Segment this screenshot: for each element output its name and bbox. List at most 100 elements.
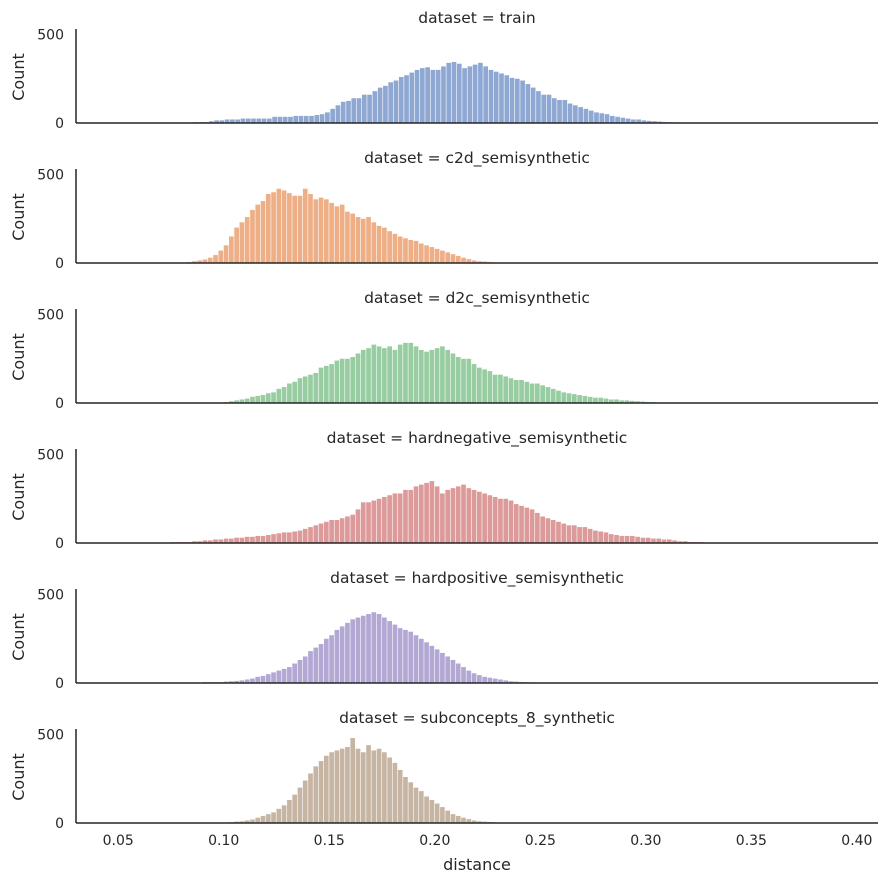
histogram-bar — [551, 98, 557, 123]
histogram-bar — [260, 395, 266, 403]
histogram-bar — [329, 752, 334, 823]
histogram-bar — [207, 257, 213, 263]
histogram-bar — [302, 188, 308, 263]
histogram-bar — [471, 820, 477, 823]
y-tick-label: 0 — [55, 396, 64, 412]
histogram-bar — [213, 255, 218, 263]
histogram-bar — [541, 94, 547, 123]
histogram-bar — [334, 360, 340, 403]
histogram-bar — [418, 791, 424, 823]
histogram-bar — [287, 532, 292, 543]
histogram-bar — [598, 397, 604, 403]
y-axis-label: Count — [9, 333, 28, 381]
histogram-bar — [614, 535, 619, 543]
histogram-bar — [635, 536, 640, 543]
histogram-bar — [557, 100, 562, 123]
histogram-bar — [297, 378, 303, 403]
histogram-bar — [540, 385, 545, 403]
histogram-bar — [424, 796, 429, 823]
histogram-bar — [513, 504, 519, 543]
histogram-bar — [414, 69, 420, 123]
y-tick-label: 500 — [37, 588, 64, 604]
histogram-bar — [672, 540, 677, 543]
histogram-bar — [471, 364, 477, 403]
histogram-bar — [239, 680, 245, 683]
histogram-bar — [345, 622, 350, 683]
histogram-bar — [292, 663, 298, 683]
histogram-bar — [425, 67, 430, 123]
histogram-bar — [382, 497, 387, 543]
histogram-bar — [350, 357, 356, 403]
x-tick-label: 0.05 — [103, 833, 134, 849]
histogram-bar — [503, 498, 509, 543]
histogram-bar — [492, 497, 498, 543]
histogram-bar — [434, 486, 440, 543]
histogram-bar — [229, 538, 234, 543]
histogram-bar — [250, 209, 255, 263]
histogram-bar — [276, 808, 282, 823]
histogram-bar — [276, 388, 282, 403]
histogram-bar — [645, 537, 651, 543]
histogram-bar — [608, 534, 614, 543]
histogram-bar — [334, 629, 340, 683]
histogram-bar — [661, 539, 667, 543]
histogram-bar — [529, 383, 535, 403]
histogram-bar — [244, 217, 250, 263]
histogram-bar — [309, 115, 314, 123]
histogram-bar — [367, 94, 372, 123]
histogram-bar — [682, 541, 688, 543]
histogram-bar — [651, 538, 656, 543]
histogram-bar — [376, 748, 382, 823]
histogram-bar — [462, 68, 467, 123]
y-axis-label: Count — [9, 753, 28, 801]
histogram-bar — [666, 539, 672, 543]
histogram-bar — [382, 617, 387, 683]
histogram-bar — [235, 119, 241, 123]
histogram-bar — [440, 346, 445, 403]
histogram-bar — [403, 238, 408, 263]
histogram-bar — [615, 116, 620, 123]
histogram-bar — [583, 108, 589, 123]
histogram-bar — [223, 245, 229, 263]
histogram-bar — [408, 782, 414, 823]
histogram-bar — [451, 61, 457, 123]
y-tick-label: 0 — [55, 676, 64, 692]
histogram-bar — [398, 77, 404, 123]
histogram-bar — [360, 615, 366, 683]
histogram-bar — [450, 660, 456, 683]
histogram-bar — [260, 201, 266, 263]
histogram-bar — [239, 399, 245, 403]
histogram-bar — [624, 400, 630, 403]
y-axis-label: Count — [9, 193, 28, 241]
histogram-bar — [223, 538, 229, 543]
histogram-bar — [202, 259, 208, 263]
histogram-bar — [244, 536, 250, 543]
histogram-bar — [355, 217, 361, 263]
histogram-bar — [297, 787, 303, 823]
x-tick-label: 0.25 — [525, 833, 556, 849]
histogram-bar — [392, 624, 398, 683]
histogram-bar — [297, 660, 303, 683]
histogram-bar — [524, 381, 530, 403]
histogram-bar — [524, 507, 530, 543]
histogram-bar — [292, 531, 298, 543]
histogram-bar — [303, 115, 309, 123]
histogram-bar — [282, 116, 288, 123]
histogram-bar — [561, 523, 567, 543]
histogram-bar — [614, 399, 619, 403]
histogram-bar — [350, 619, 356, 683]
histogram-bar — [456, 63, 462, 123]
histogram-bar — [355, 617, 361, 683]
histogram-bar — [477, 491, 482, 543]
histogram-bar — [234, 680, 239, 683]
histogram-bar — [429, 645, 435, 683]
histogram-bar — [244, 679, 250, 683]
histogram-bar — [440, 250, 445, 263]
histogram-bar — [371, 344, 377, 403]
histogram-bar — [413, 346, 419, 403]
histogram-bar — [619, 535, 625, 543]
histogram-bar — [504, 75, 510, 123]
histogram-bar — [260, 535, 266, 543]
histogram-bar — [302, 656, 308, 683]
